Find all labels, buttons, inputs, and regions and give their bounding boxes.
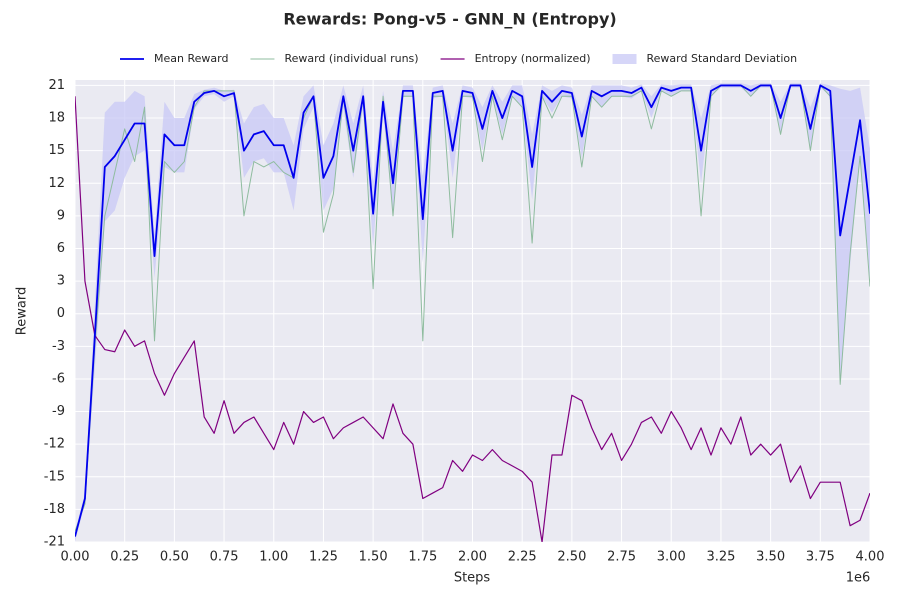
- legend-swatch: [612, 54, 637, 64]
- legend-label: Reward Standard Deviation: [647, 52, 798, 65]
- x-tick-label: 0.50: [160, 550, 189, 565]
- x-tick-label: 2.25: [508, 550, 537, 565]
- legend-label: Reward (individual runs): [284, 52, 418, 65]
- x-tick-label: 0.75: [210, 550, 239, 565]
- x-tick-label: 0.00: [61, 550, 90, 565]
- y-tick-label: 6: [57, 241, 65, 256]
- legend-label: Mean Reward: [154, 52, 228, 65]
- series-line: [75, 96, 870, 542]
- y-axis-label: Reward: [15, 287, 30, 335]
- x-tick-label: 1.25: [309, 550, 338, 565]
- x-tick-label: 2.00: [458, 550, 487, 565]
- y-tick-label: -6: [52, 371, 65, 386]
- y-tick-label: -18: [44, 502, 65, 517]
- legend: Mean Reward Reward (individual runs) Entro…: [120, 52, 797, 65]
- y-tick-label: 18: [48, 111, 65, 126]
- y-tick-label: 21: [48, 78, 65, 93]
- x-tick-label: 1.75: [408, 550, 437, 565]
- y-tick-label: 3: [57, 274, 65, 289]
- x-tick-label: 3.50: [756, 550, 785, 565]
- y-tick-label: 9: [57, 208, 65, 223]
- x-tick-label: 2.75: [607, 550, 636, 565]
- x-offset-label: 1e6: [846, 571, 871, 586]
- y-tick-label: 0: [57, 306, 65, 321]
- plot-layer: [75, 83, 870, 542]
- y-tick-label: -15: [44, 469, 65, 484]
- x-tick-label: 3.00: [657, 550, 686, 565]
- x-tick-label: 2.50: [557, 550, 586, 565]
- x-tick-label: 1.00: [259, 550, 288, 565]
- x-tick-label: 3.25: [706, 550, 735, 565]
- y-tick-label: 12: [48, 176, 65, 191]
- x-tick-label: 4.00: [856, 550, 885, 565]
- y-tick-label: -12: [44, 437, 65, 452]
- x-tick-label: 1.50: [359, 550, 388, 565]
- y-tick-label: 15: [48, 143, 65, 158]
- chart-title: Rewards: Pong-v5 - GNN_N (Entropy): [283, 10, 616, 29]
- y-tick-label: -9: [52, 404, 65, 419]
- x-tick-label: 3.75: [806, 550, 835, 565]
- x-axis-label: Steps: [454, 571, 491, 586]
- x-tick-label: 0.25: [110, 550, 139, 565]
- y-tick-label: -21: [44, 535, 65, 550]
- y-tick-label: -3: [52, 339, 65, 354]
- legend-label: Entropy (normalized): [475, 52, 591, 65]
- series-line: [75, 84, 870, 537]
